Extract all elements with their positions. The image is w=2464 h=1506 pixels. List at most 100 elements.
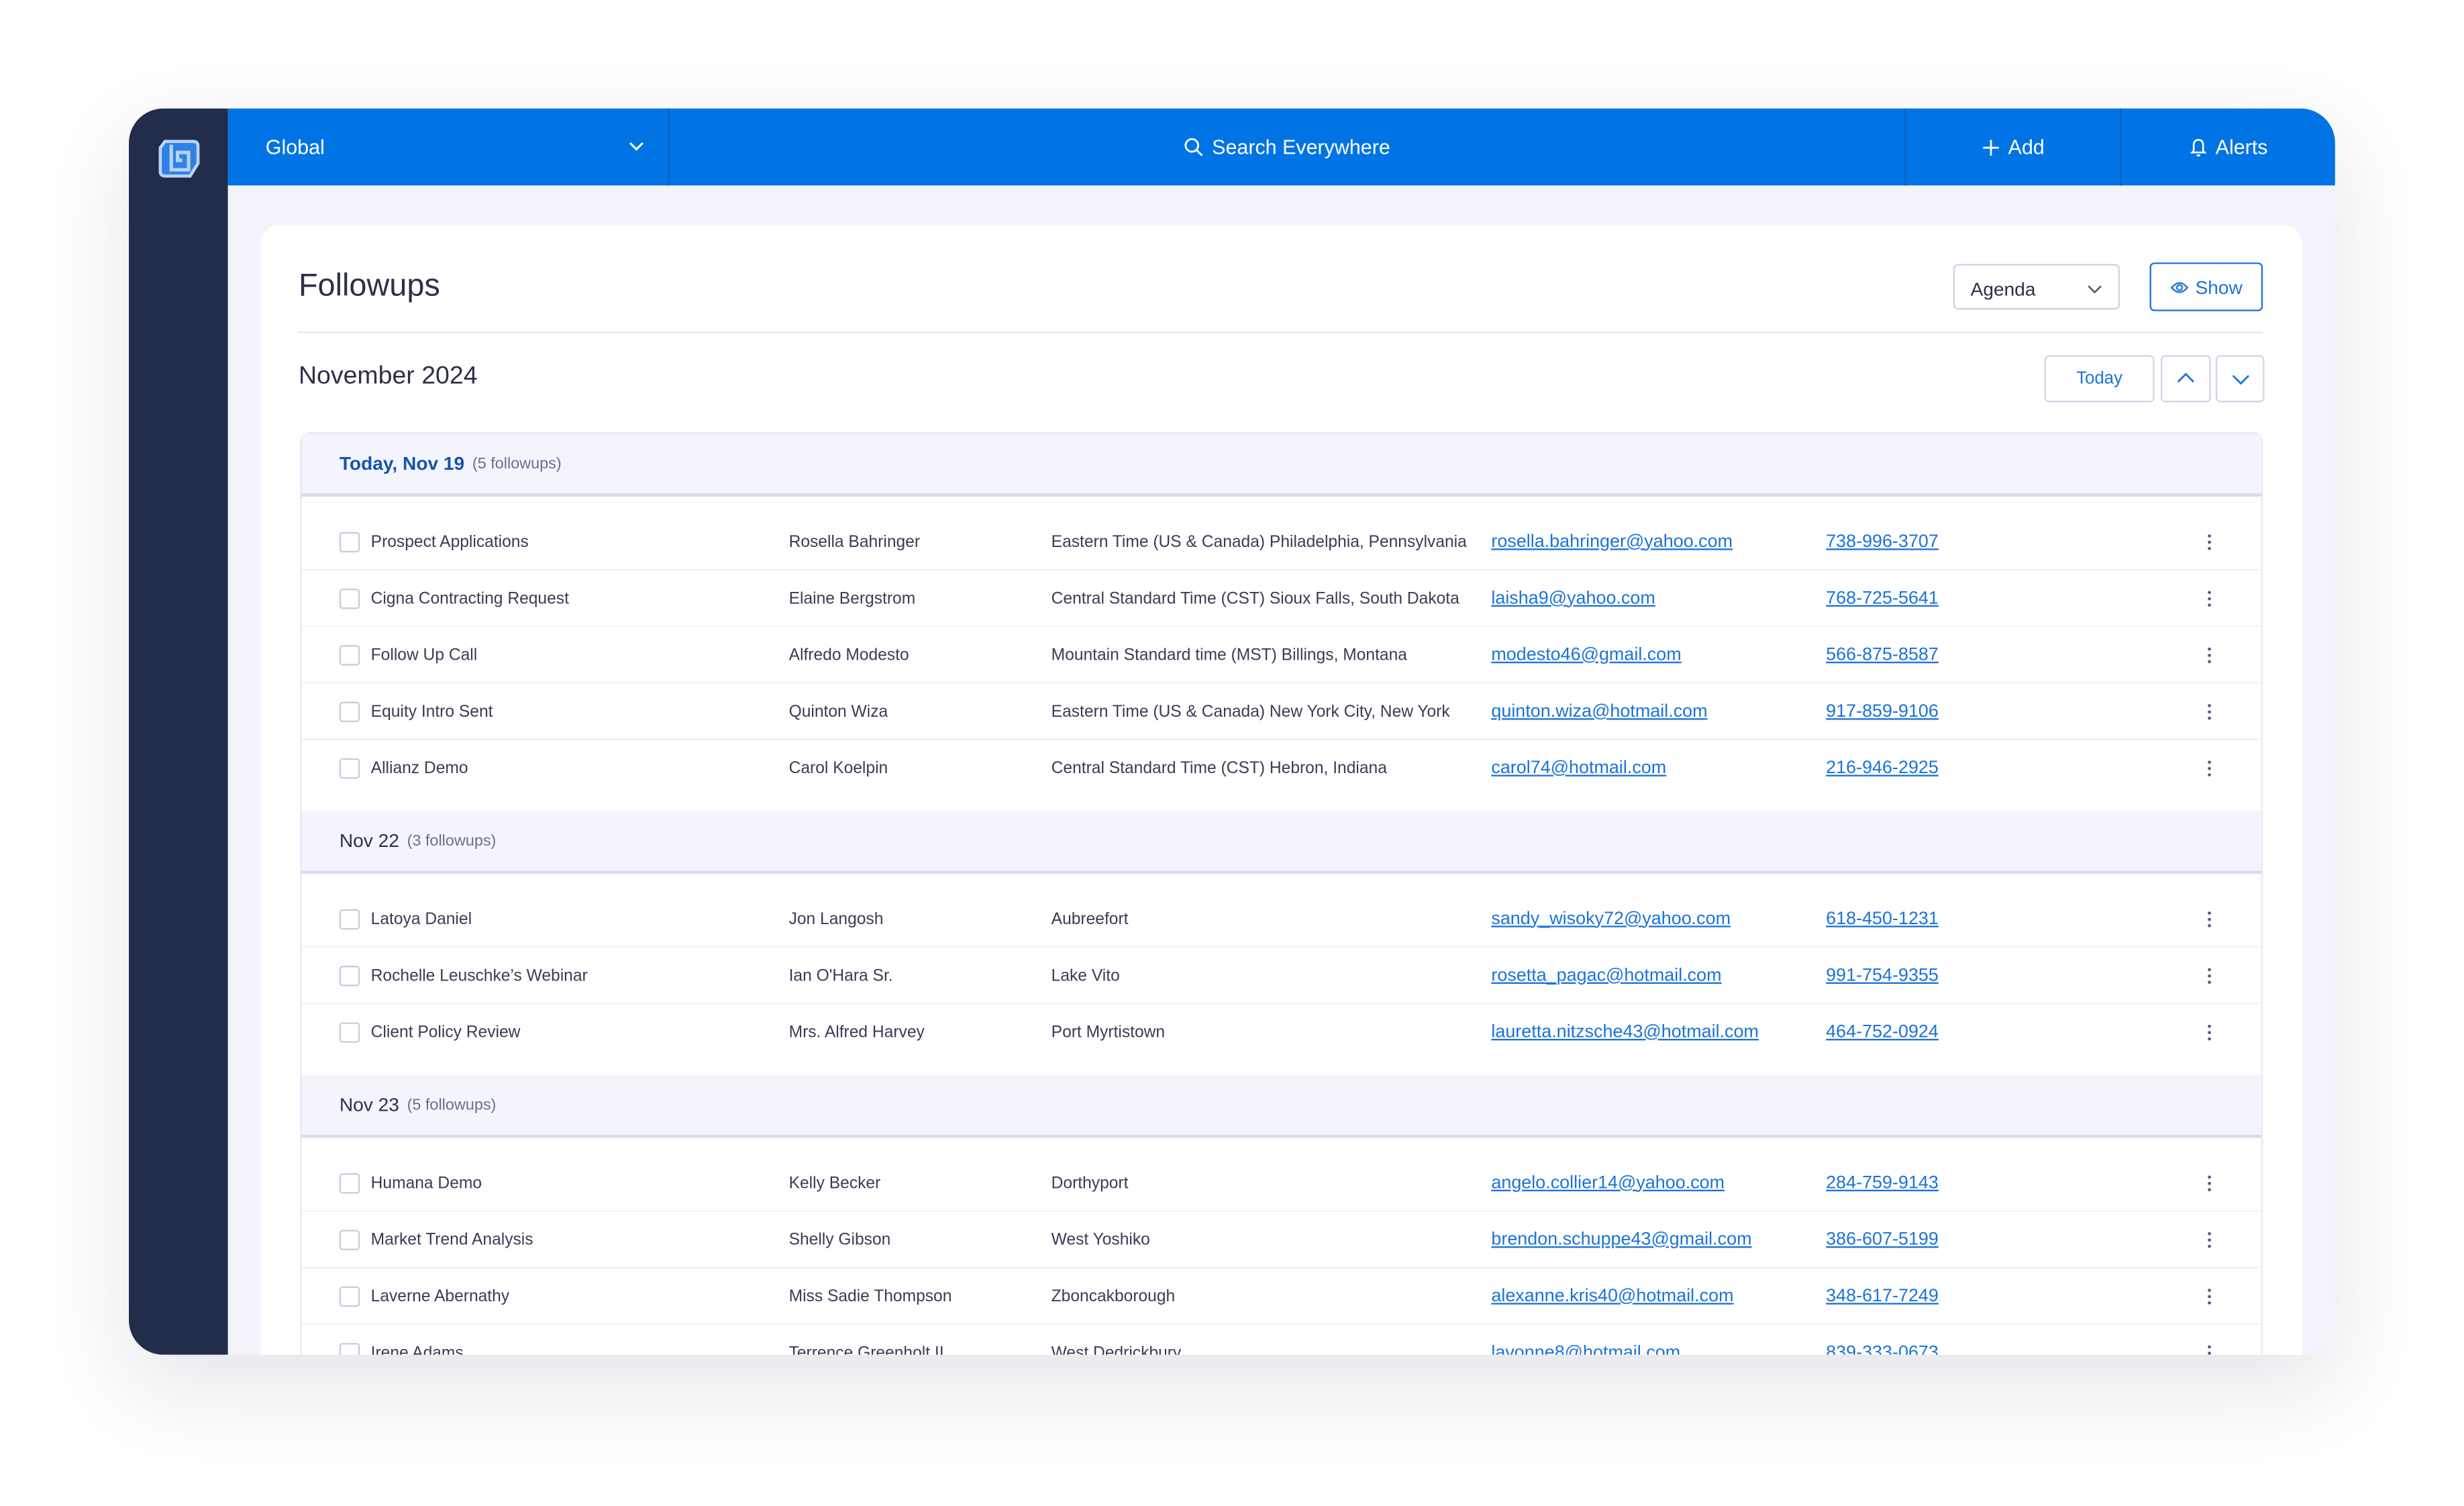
email-link[interactable]: carol74@hotmail.com [1491, 758, 1667, 778]
phone-link[interactable]: 284-759-9143 [1826, 1173, 1939, 1193]
add-button[interactable]: Add [1906, 108, 2122, 186]
followup-row: Equity Intro Sent Quinton Wiza Eastern T… [301, 684, 2261, 740]
email-link[interactable]: rosetta_pagac@hotmail.com [1491, 966, 1722, 985]
phone-link[interactable]: 768-725-5641 [1826, 589, 1939, 608]
scope-label: Global [265, 135, 325, 159]
task-title[interactable]: Rochelle Leuschke’s Webinar [370, 966, 588, 985]
task-title[interactable]: Humana Demo [370, 1173, 482, 1193]
email-link[interactable]: lavonne8@hotmail.com [1491, 1343, 1681, 1355]
phone-link[interactable]: 991-754-9355 [1826, 966, 1939, 985]
eye-icon [2170, 281, 2189, 293]
complete-checkbox[interactable] [339, 587, 360, 609]
previous-button[interactable] [2160, 355, 2211, 403]
task-title[interactable]: Laverne Abernathy [370, 1286, 510, 1305]
task-title[interactable]: Cigna Contracting Request [370, 589, 569, 608]
phone-link[interactable]: 216-946-2925 [1826, 758, 1939, 778]
view-select[interactable]: Agenda [1953, 264, 2120, 310]
more-options-icon[interactable] [2206, 909, 2212, 928]
task-title[interactable]: Client Policy Review [370, 1022, 521, 1042]
app-window: Global Search Everywhere Add Alerts Foll… [129, 108, 2335, 1355]
email-link[interactable]: rosella.bahringer@yahoo.com [1491, 532, 1733, 551]
more-options-icon[interactable] [2206, 532, 2212, 551]
complete-checkbox[interactable] [339, 1172, 360, 1193]
complete-checkbox[interactable] [339, 964, 360, 986]
more-options-icon[interactable] [2206, 1022, 2212, 1041]
app-logo-icon[interactable] [154, 132, 204, 183]
contact-name: Rosella Bahringer [788, 532, 921, 551]
complete-checkbox[interactable] [339, 1021, 360, 1042]
search-everywhere-button[interactable]: Search Everywhere [670, 108, 1906, 186]
group-body: Humana Demo Kelly Becker Dorthyport ange… [301, 1138, 2261, 1355]
contact-name: Terrence Greenholt II [788, 1343, 944, 1355]
task-title[interactable]: Follow Up Call [370, 645, 478, 664]
more-options-icon[interactable] [2206, 645, 2212, 664]
phone-link[interactable]: 566-875-8587 [1826, 645, 1939, 664]
contact-location: Central Standard Time (CST) Sioux Falls,… [1051, 589, 1459, 608]
phone-link[interactable]: 618-450-1231 [1826, 909, 1939, 928]
task-title[interactable]: Allianz Demo [370, 758, 468, 778]
more-options-icon[interactable] [2206, 589, 2212, 607]
email-link[interactable]: sandy_wisoky72@yahoo.com [1491, 909, 1731, 928]
complete-checkbox[interactable] [339, 701, 360, 721]
email-link[interactable]: laisha9@yahoo.com [1491, 589, 1655, 608]
phone-link[interactable]: 464-752-0924 [1826, 1022, 1939, 1042]
group-body: Prospect Applications Rosella Bahringer … [301, 497, 2261, 811]
followup-row: Allianz Demo Carol Koelpin Central Stand… [302, 740, 2261, 795]
contact-location: Aubreefort [1051, 909, 1129, 928]
task-title[interactable]: Market Trend Analysis [370, 1229, 533, 1249]
complete-checkbox[interactable] [339, 908, 360, 930]
contact-name: Miss Sadie Thompson [788, 1286, 952, 1305]
more-options-icon[interactable] [2206, 702, 2212, 721]
phone-link[interactable]: 348-617-7249 [1826, 1286, 1939, 1305]
followup-row: Follow Up Call Alfredo Modesto Mountain … [301, 627, 2261, 684]
contact-name: Shelly Gibson [788, 1229, 891, 1249]
search-icon [1185, 138, 1204, 156]
complete-checkbox[interactable] [339, 644, 360, 665]
task-title[interactable]: Prospect Applications [370, 532, 529, 551]
more-options-icon[interactable] [2206, 758, 2212, 777]
email-link[interactable]: modesto46@gmail.com [1491, 645, 1682, 664]
complete-checkbox[interactable] [339, 1229, 360, 1250]
followup-row: Laverne Abernathy Miss Sadie Thompson Zb… [301, 1268, 2261, 1325]
task-title[interactable]: Latoya Daniel [370, 909, 472, 928]
email-link[interactable]: lauretta.nitzsche43@hotmail.com [1491, 1022, 1759, 1042]
contact-location: Mountain Standard time (MST) Billings, M… [1051, 645, 1407, 664]
alerts-label: Alerts [2215, 135, 2268, 159]
complete-checkbox[interactable] [339, 757, 360, 779]
task-title[interactable]: Irene Adams [370, 1343, 464, 1355]
contact-location: Dorthyport [1051, 1173, 1129, 1193]
more-options-icon[interactable] [2206, 966, 2212, 985]
complete-checkbox[interactable] [339, 1285, 360, 1307]
email-link[interactable]: brendon.schuppe43@gmail.com [1491, 1229, 1752, 1249]
more-options-icon[interactable] [2206, 1229, 2212, 1248]
email-link[interactable]: quinton.wiza@hotmail.com [1491, 701, 1708, 721]
group-header: Today, Nov 19 (5 followups) [301, 434, 2261, 497]
show-button[interactable]: Show [2149, 262, 2263, 311]
next-button[interactable] [2215, 355, 2265, 403]
group-header: Nov 22 (3 followups) [301, 811, 2261, 874]
complete-checkbox[interactable] [339, 1342, 360, 1355]
phone-link[interactable]: 386-607-5199 [1826, 1229, 1939, 1249]
contact-name: Carol Koelpin [788, 758, 888, 778]
view-select-value: Agenda [1970, 278, 2036, 301]
complete-checkbox[interactable] [339, 531, 360, 552]
contact-location: Port Myrtistown [1051, 1022, 1166, 1042]
more-options-icon[interactable] [2206, 1287, 2212, 1305]
email-link[interactable]: angelo.collier14@yahoo.com [1491, 1173, 1725, 1193]
followup-row: Rochelle Leuschke’s Webinar Ian O'Hara S… [301, 948, 2261, 1005]
email-link[interactable]: alexanne.kris40@hotmail.com [1491, 1286, 1734, 1305]
month-label: November 2024 [298, 362, 478, 390]
scope-dropdown[interactable]: Global [228, 108, 670, 186]
followup-row: Irene Adams Terrence Greenholt II West D… [302, 1325, 2261, 1355]
phone-link[interactable]: 839-333-0673 [1826, 1343, 1939, 1355]
phone-link[interactable]: 738-996-3707 [1826, 532, 1939, 551]
more-options-icon[interactable] [2206, 1173, 2212, 1192]
more-options-icon[interactable] [2206, 1343, 2212, 1355]
task-title[interactable]: Equity Intro Sent [370, 701, 493, 721]
bell-icon [2190, 139, 2207, 157]
today-button[interactable]: Today [2044, 355, 2155, 403]
group-count: (5 followups) [407, 1096, 497, 1114]
phone-link[interactable]: 917-859-9106 [1826, 701, 1939, 721]
followup-row: Humana Demo Kelly Becker Dorthyport ange… [301, 1155, 2261, 1212]
alerts-button[interactable]: Alerts [2121, 109, 2334, 186]
